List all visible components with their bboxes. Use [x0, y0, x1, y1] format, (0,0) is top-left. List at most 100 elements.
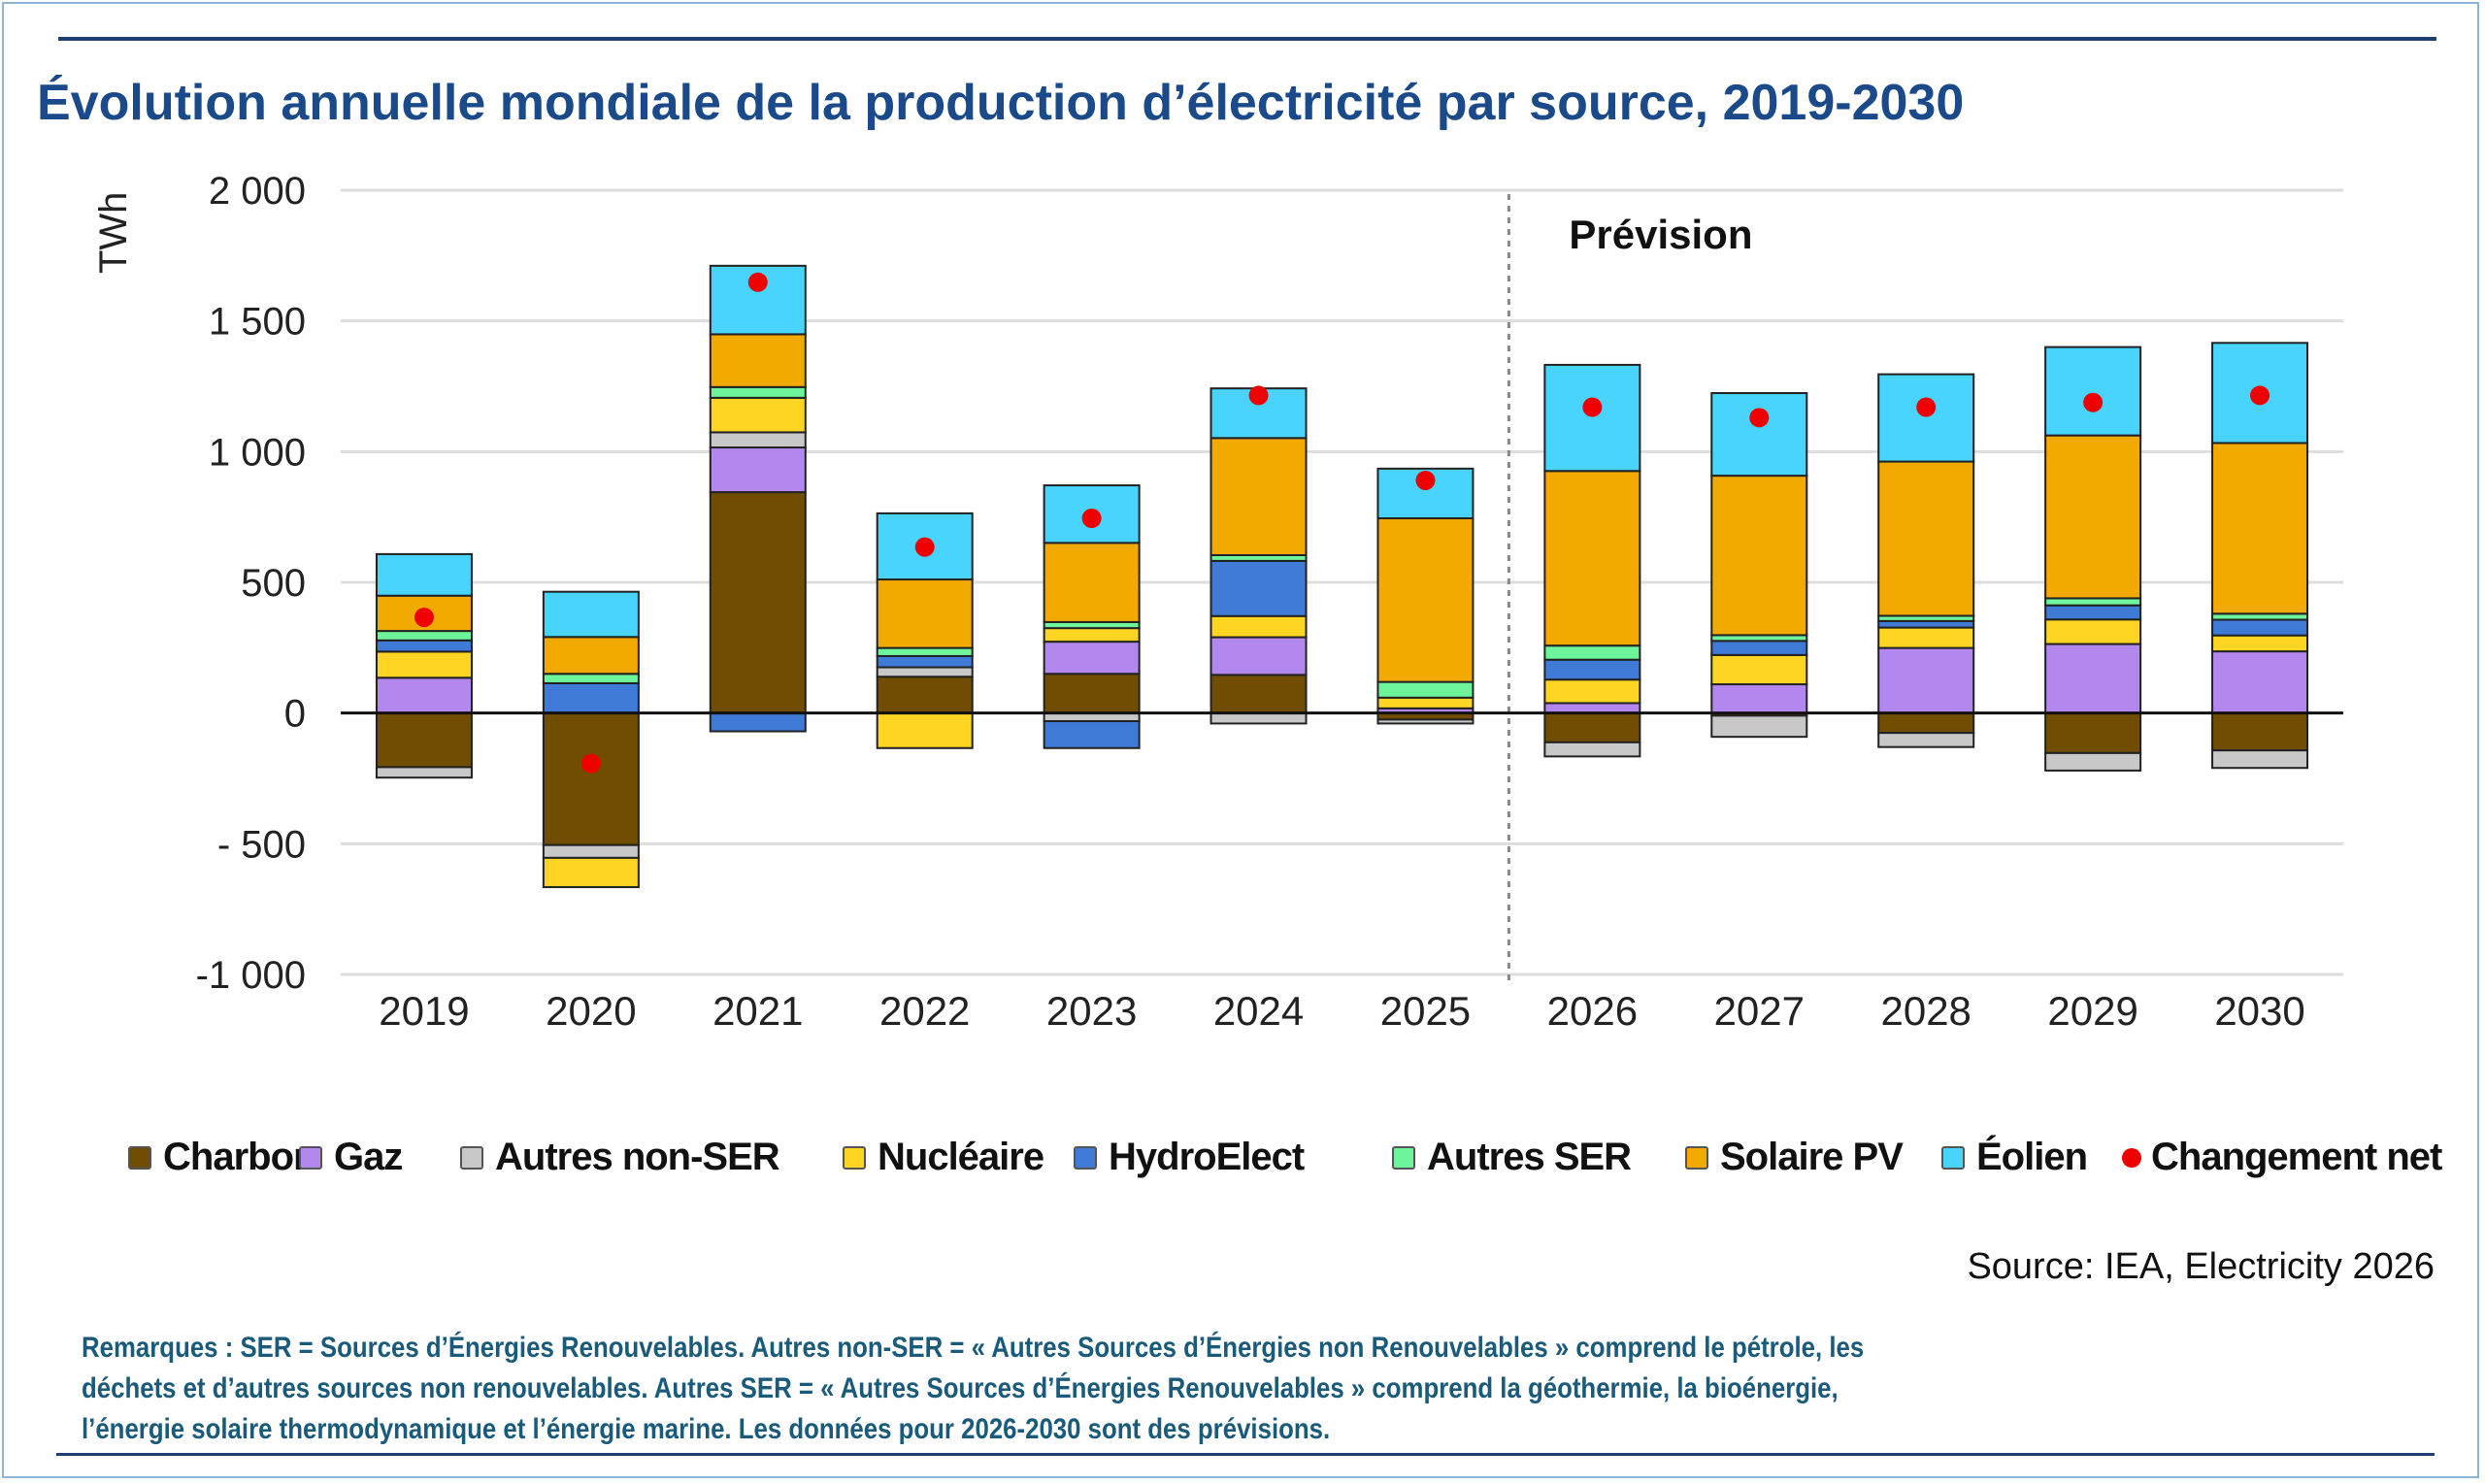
legend-label: Solaire PV	[1720, 1136, 1904, 1178]
net-change-point	[747, 272, 768, 292]
bar-segment	[2211, 442, 2309, 615]
bar-segment	[542, 711, 640, 846]
net-change-point	[1749, 408, 1770, 428]
legend-label: Gaz	[334, 1136, 403, 1178]
net-change-point	[580, 753, 601, 774]
net-change-point	[1582, 397, 1603, 417]
y-tick-label: 1 000	[209, 431, 306, 474]
net-change-point	[1415, 470, 1436, 490]
bar-segment	[1043, 641, 1141, 676]
bar-segment	[1710, 714, 1808, 739]
bar-segment	[375, 650, 473, 679]
bar-segment	[2044, 751, 2142, 772]
bar-segment	[876, 646, 974, 657]
bar-segment	[1877, 732, 1975, 748]
net-change-point	[2083, 392, 2104, 412]
top-rule	[58, 37, 2436, 41]
bar-segment	[1209, 614, 1308, 639]
bar-segment	[1043, 720, 1141, 749]
bar-segment	[876, 654, 974, 669]
legend-label: Charbon	[163, 1136, 316, 1178]
bar-segment	[1877, 373, 1975, 463]
bar-segment	[1209, 559, 1308, 617]
bar-segment	[2211, 749, 2309, 770]
bar-segment	[2211, 650, 2309, 714]
y-tick-label: 1 500	[209, 301, 306, 344]
y-tick-label: 0	[284, 693, 306, 736]
x-tick-label: 2023	[1046, 988, 1137, 1034]
bar-segment	[375, 639, 473, 653]
bar-segment	[2044, 346, 2142, 437]
bar-segment	[542, 673, 640, 684]
legend-label: HydroElect	[1109, 1136, 1305, 1178]
bar-segment	[1543, 741, 1641, 758]
bar-segment	[2044, 643, 2142, 714]
bar-segment	[709, 396, 807, 434]
bar-segment	[1710, 640, 1808, 656]
bar-segment	[375, 711, 473, 769]
legend-item: Changement net	[2122, 1136, 2442, 1179]
bar-segment	[2211, 634, 2309, 653]
x-tick-label: 2025	[1380, 988, 1471, 1034]
bar-segment	[1376, 718, 1474, 725]
bar-segment	[709, 446, 807, 494]
legend-swatch-icon	[1685, 1145, 1708, 1170]
bar-segment	[2044, 604, 2142, 621]
legend-label: Autres SER	[1427, 1136, 1632, 1178]
x-tick-label: 2028	[1880, 988, 1971, 1034]
legend-swatch-icon	[128, 1145, 151, 1170]
bar-segment	[1209, 674, 1308, 714]
bar-segment	[1877, 619, 1975, 629]
source-text: Source: IEA, Electricity 2026	[1967, 1246, 2435, 1287]
bar-segment	[876, 711, 974, 749]
bar-segment	[1376, 696, 1474, 709]
bar-segment	[542, 843, 640, 859]
net-change-point	[1081, 509, 1102, 529]
y-axis-label: TWh	[92, 192, 135, 274]
bar-segment	[2211, 618, 2309, 637]
legend-item: Autres SER	[1392, 1136, 1632, 1179]
bar-segment	[709, 333, 807, 388]
bar-segment	[542, 681, 640, 714]
bar-segment	[1543, 702, 1641, 714]
note-line: l’énergie solaire thermodynamique et l’é…	[82, 1413, 1331, 1445]
x-tick-label: 2024	[1213, 988, 1304, 1034]
legend-swatch-icon	[1392, 1145, 1415, 1170]
bar-segment	[375, 676, 473, 714]
legend-label: Autres non-SER	[495, 1136, 780, 1178]
legend-label: Changement net	[2151, 1136, 2442, 1178]
bar-segment	[876, 676, 974, 714]
bar-segment	[1043, 673, 1141, 714]
x-tick-label: 2026	[1547, 988, 1638, 1034]
note-line: déchets et d’autres sources non renouvel…	[82, 1372, 1839, 1404]
bar-segment	[1209, 711, 1308, 725]
bar-segment	[542, 590, 640, 639]
bar-segment	[1043, 627, 1141, 643]
y-tick-label: -1 000	[196, 954, 306, 997]
forecast-annotation: Prévision	[1569, 212, 1752, 257]
net-change-point	[1916, 397, 1937, 417]
y-tick-label: 2 000	[209, 170, 306, 213]
bar-segment	[2044, 597, 2142, 607]
bar-segment	[1376, 517, 1474, 683]
bar-segment	[2211, 711, 2309, 752]
bar-segment	[1710, 653, 1808, 686]
bar-segment	[1209, 437, 1308, 556]
x-tick-label: 2027	[1714, 988, 1805, 1034]
legend-item: Gaz	[299, 1136, 403, 1179]
bar-segment	[1543, 644, 1641, 661]
bar-segment	[2044, 711, 2142, 754]
bar-segment	[709, 385, 807, 399]
legend-swatch-icon	[1074, 1145, 1097, 1170]
net-change-point	[914, 537, 935, 557]
bar-segment	[876, 666, 974, 678]
y-tick-label: 500	[241, 562, 306, 605]
x-tick-label: 2030	[2214, 988, 2304, 1034]
legend-swatch-icon	[1941, 1145, 1965, 1170]
x-tick-label: 2022	[879, 988, 970, 1034]
net-change-point	[2250, 385, 2270, 406]
legend-swatch-icon	[460, 1145, 483, 1170]
bar-segment	[1877, 646, 1975, 714]
x-tick-label: 2019	[379, 988, 469, 1034]
